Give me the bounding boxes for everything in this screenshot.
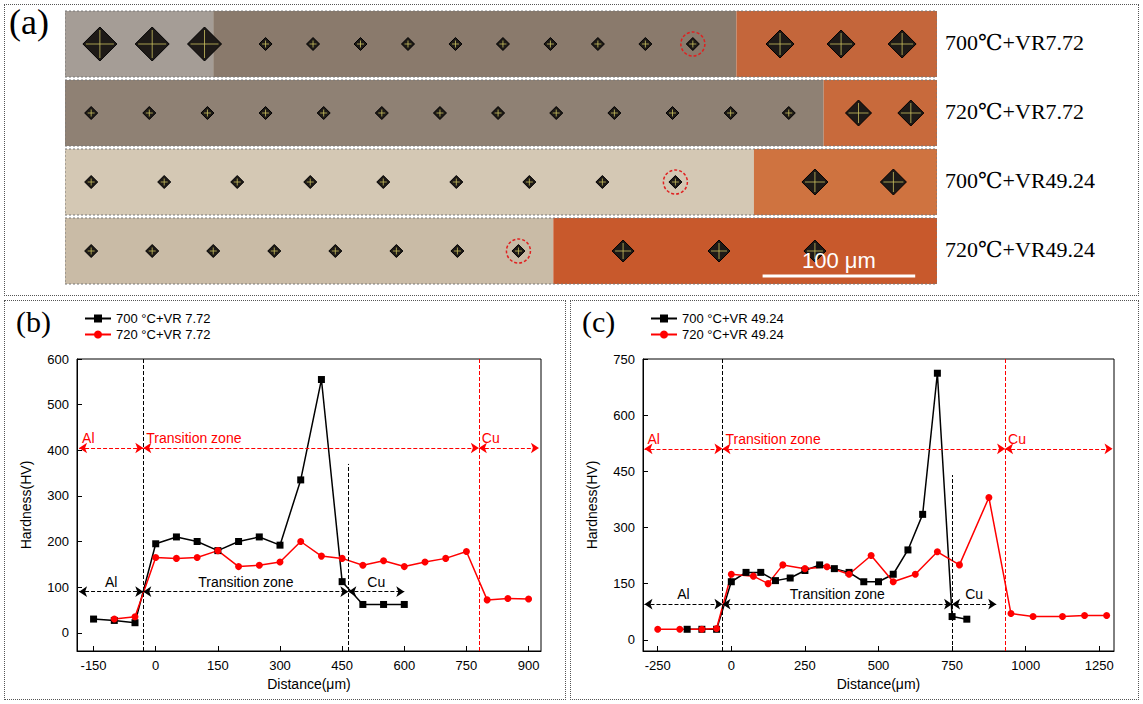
svg-text:Distance(μm): Distance(μm)	[267, 676, 351, 692]
svg-text:720 °C+VR 49.24: 720 °C+VR 49.24	[682, 327, 784, 342]
svg-text:200: 200	[47, 534, 69, 549]
svg-text:(b): (b)	[16, 305, 51, 339]
svg-text:Al: Al	[677, 586, 689, 602]
svg-text:Cu: Cu	[965, 586, 983, 602]
svg-text:150: 150	[207, 658, 229, 673]
svg-text:(c): (c)	[582, 305, 615, 339]
svg-text:900: 900	[518, 658, 540, 673]
svg-text:450: 450	[613, 464, 635, 479]
svg-text:300: 300	[613, 520, 635, 535]
svg-text:Cu: Cu	[482, 430, 500, 446]
svg-text:500: 500	[868, 658, 890, 673]
svg-text:Distance(μm): Distance(μm)	[837, 676, 921, 692]
svg-text:Hardness(HV): Hardness(HV)	[18, 461, 34, 550]
svg-text:700 °C+VR 7.72: 700 °C+VR 7.72	[116, 311, 210, 326]
svg-text:450: 450	[331, 658, 353, 673]
svg-text:720 °C+VR 7.72: 720 °C+VR 7.72	[116, 327, 210, 342]
svg-text:750: 750	[456, 658, 478, 673]
svg-text:750: 750	[613, 352, 635, 367]
svg-text:Al: Al	[82, 430, 94, 446]
svg-text:0: 0	[62, 625, 69, 640]
svg-text:700 °C+VR 49.24: 700 °C+VR 49.24	[682, 311, 784, 326]
html-text:720℃+VR7.72: 720℃+VR7.72	[945, 99, 1085, 124]
svg-text:600: 600	[393, 658, 415, 673]
svg-text:500: 500	[47, 397, 69, 412]
svg-text:-250: -250	[645, 658, 671, 673]
svg-text:0: 0	[628, 632, 635, 647]
svg-text:-150: -150	[81, 658, 107, 673]
svg-text:300: 300	[47, 488, 69, 503]
svg-text:Al: Al	[105, 574, 117, 590]
svg-text:Cu: Cu	[367, 574, 385, 590]
svg-text:300: 300	[269, 658, 291, 673]
svg-text:Transition zone: Transition zone	[790, 586, 885, 602]
svg-text:100: 100	[47, 580, 69, 595]
html-text:720℃+VR49.24: 720℃+VR49.24	[945, 237, 1096, 262]
svg-text:Transition zone: Transition zone	[725, 431, 820, 447]
svg-text:0: 0	[728, 658, 735, 673]
svg-text:400: 400	[47, 443, 69, 458]
svg-text:1250: 1250	[1085, 658, 1114, 673]
html-text:700℃+VR49.24: 700℃+VR49.24	[945, 168, 1096, 193]
svg-text:150: 150	[613, 576, 635, 591]
html-text:700℃+VR7.72: 700℃+VR7.72	[945, 30, 1085, 55]
svg-text:0: 0	[152, 658, 159, 673]
svg-text:600: 600	[47, 352, 69, 367]
svg-text:Cu: Cu	[1008, 431, 1026, 447]
svg-text:Al: Al	[647, 431, 659, 447]
html-text:(a): (a)	[9, 2, 49, 42]
svg-text:Hardness(HV): Hardness(HV)	[584, 461, 600, 550]
svg-text:600: 600	[613, 408, 635, 423]
svg-text:250: 250	[794, 658, 816, 673]
svg-text:750: 750	[941, 658, 963, 673]
svg-text:1000: 1000	[1011, 658, 1040, 673]
svg-text:Transition zone: Transition zone	[146, 430, 241, 446]
svg-text:Transition zone: Transition zone	[198, 574, 293, 590]
svg-text:100 μm: 100 μm	[802, 248, 876, 273]
